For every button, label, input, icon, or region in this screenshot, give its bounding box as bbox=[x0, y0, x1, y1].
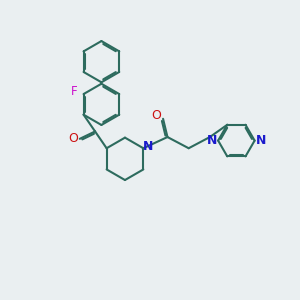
Text: N: N bbox=[256, 134, 266, 147]
Text: F: F bbox=[71, 85, 77, 98]
Text: O: O bbox=[152, 109, 161, 122]
Text: N: N bbox=[143, 140, 154, 153]
Text: O: O bbox=[68, 132, 78, 145]
Text: N: N bbox=[206, 134, 217, 147]
